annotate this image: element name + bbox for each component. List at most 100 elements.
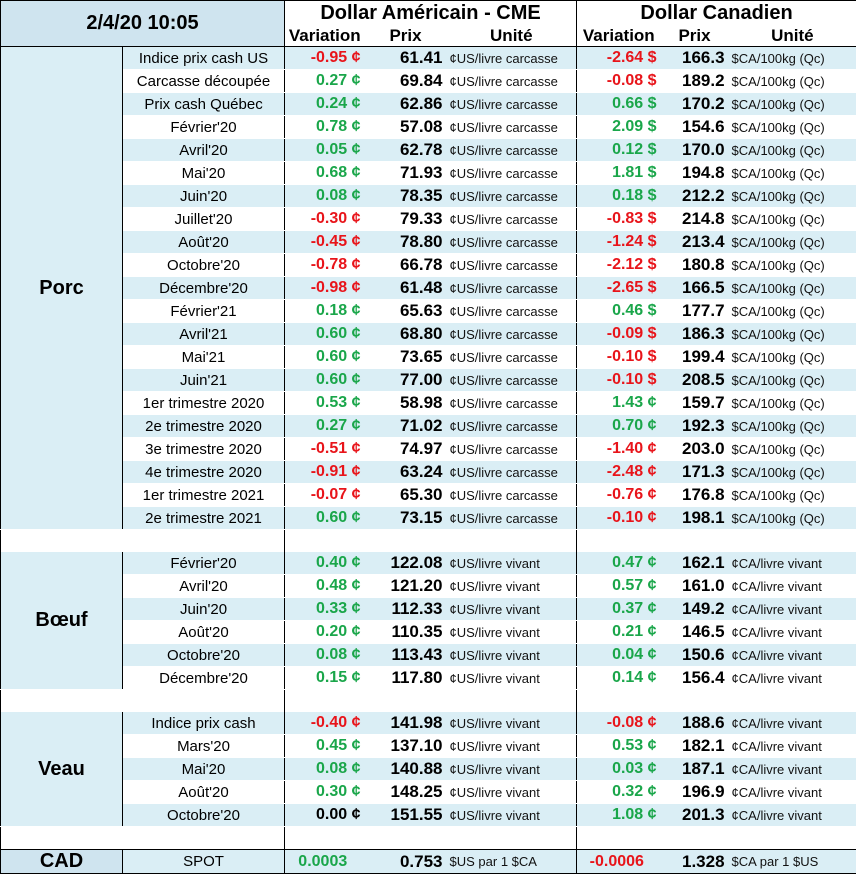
cad-unit: $CA/100kg (Qc) <box>728 92 856 116</box>
cad-price: 180.8 <box>660 253 729 277</box>
row-label: Juin'21 <box>122 368 285 392</box>
cad-price: 146.5 <box>660 620 729 644</box>
cad-price: 208.5 <box>660 368 729 392</box>
usd-variation: 0.0003 <box>284 849 365 874</box>
cad-unit: $CA/100kg (Qc) <box>728 46 856 70</box>
cad-price: 166.5 <box>660 276 729 300</box>
cad-unit: $CA/100kg (Qc) <box>728 184 856 208</box>
usd-unit: ¢US/livre vivant <box>446 574 578 598</box>
usd-price: 62.78 <box>364 138 447 162</box>
cad-unit: ¢CA/livre vivant <box>728 757 856 781</box>
usd-variation: 0.68 ¢ <box>284 161 365 185</box>
cad-variation: -0.10 ¢ <box>576 506 661 530</box>
row-label: Mars'20 <box>122 734 285 758</box>
separator-cell <box>576 826 856 850</box>
usd-unit: ¢US/livre vivant <box>446 552 578 575</box>
row-label: Octobre'20 <box>122 643 285 667</box>
cad-unit: ¢CA/livre vivant <box>728 780 856 804</box>
usd-unit: ¢US/livre carcasse <box>446 506 578 530</box>
cad-price: 159.7 <box>660 391 729 415</box>
usd-variation: 0.24 ¢ <box>284 92 365 116</box>
usd-variation: 0.60 ¢ <box>284 322 365 346</box>
usd-price: 63.24 <box>364 460 447 484</box>
row-label: Mai'20 <box>122 757 285 781</box>
usd-price: 140.88 <box>364 757 447 781</box>
table-row: 4e trimestre 2020 -0.91 ¢ 63.24 ¢US/livre c… <box>1 460 856 484</box>
separator-cell <box>0 826 123 850</box>
cad-price: 176.8 <box>660 483 729 507</box>
cad-variation: 0.21 ¢ <box>576 620 661 644</box>
cad-variation: 0.03 ¢ <box>576 757 661 781</box>
row-label: 4e trimestre 2020 <box>122 460 285 484</box>
cad-variation: -1.24 $ <box>576 230 661 254</box>
usd-variation: 0.08 ¢ <box>284 184 365 208</box>
cad-variation: -0.09 $ <box>576 322 661 346</box>
usd-price: 73.65 <box>364 345 447 369</box>
table-row: Février'21 0.18 ¢ 65.63 ¢US/livre carcasse 0… <box>1 299 856 323</box>
row-label: Février'21 <box>122 299 285 323</box>
row-label: Carcasse découpée <box>122 69 285 93</box>
row-label: Mai'20 <box>122 161 285 185</box>
usd-variation: 0.18 ¢ <box>284 299 365 323</box>
cad-unit-header: Unité <box>728 25 856 47</box>
table-row: Août'20 -0.45 ¢ 78.80 ¢US/livre carcasse -1.… <box>1 230 856 254</box>
cad-unit: $CA par 1 $US <box>728 849 856 874</box>
cad-price: 177.7 <box>660 299 729 323</box>
cad-unit: $CA/100kg (Qc) <box>728 391 856 415</box>
cad-unit: $CA/100kg (Qc) <box>728 161 856 185</box>
cad-price: 188.6 <box>660 712 729 735</box>
section-label: Porc <box>0 46 123 530</box>
usd-unit-header: Unité <box>446 25 578 47</box>
separator-cell <box>284 529 578 552</box>
usd-unit: ¢US/livre carcasse <box>446 414 578 438</box>
cad-price: 150.6 <box>660 643 729 667</box>
usd-variation: 0.60 ¢ <box>284 368 365 392</box>
cad-unit: ¢CA/livre vivant <box>728 712 856 735</box>
usd-price: 110.35 <box>364 620 447 644</box>
usd-price: 151.55 <box>364 803 447 827</box>
usd-unit: ¢US/livre vivant <box>446 757 578 781</box>
separator-row <box>0 826 856 850</box>
usd-variation: 0.27 ¢ <box>284 69 365 93</box>
cad-variation: 0.37 ¢ <box>576 597 661 621</box>
cad-unit: $CA/100kg (Qc) <box>728 506 856 530</box>
row-label: Avril'21 <box>122 322 285 346</box>
cad-variation: 0.53 ¢ <box>576 734 661 758</box>
cad-variation: 0.47 ¢ <box>576 552 661 575</box>
separator-cell <box>122 689 286 712</box>
row-label: Octobre'20 <box>122 253 285 277</box>
cad-price: 186.3 <box>660 322 729 346</box>
usd-price: 117.80 <box>364 666 447 690</box>
table-row: Octobre'20 0.08 ¢ 113.43 ¢US/livre vivant 0.… <box>1 643 856 667</box>
usd-variation: 0.40 ¢ <box>284 552 365 575</box>
row-label: Mai'21 <box>122 345 285 369</box>
table-row: Mai'21 0.60 ¢ 73.65 ¢US/livre carcasse -0.10… <box>1 345 856 369</box>
separator-cell <box>576 689 856 712</box>
usd-price: 78.80 <box>364 230 447 254</box>
cad-unit: ¢CA/livre vivant <box>728 597 856 621</box>
usd-variation: -0.95 ¢ <box>284 46 365 70</box>
cad-unit: ¢CA/livre vivant <box>728 552 856 575</box>
cad-unit: $CA/100kg (Qc) <box>728 230 856 254</box>
cad-variation: 1.08 ¢ <box>576 803 661 827</box>
cad-price: 201.3 <box>660 803 729 827</box>
cad-unit: $CA/100kg (Qc) <box>728 322 856 346</box>
row-label: 1er trimestre 2020 <box>122 391 285 415</box>
usd-variation-header: Variation <box>284 25 365 47</box>
usd-price: 66.78 <box>364 253 447 277</box>
usd-variation: -0.91 ¢ <box>284 460 365 484</box>
table-row: Porc Indice prix cash US -0.95 ¢ 61.41 ¢US/l… <box>0 46 856 530</box>
usd-price: 74.97 <box>364 437 447 461</box>
cad-price: 182.1 <box>660 734 729 758</box>
usd-price: 65.63 <box>364 299 447 323</box>
usd-price: 71.93 <box>364 161 447 185</box>
usd-unit: ¢US/livre carcasse <box>446 483 578 507</box>
table-row: Juin'20 0.33 ¢ 112.33 ¢US/livre vivant 0.37 … <box>1 597 856 621</box>
cad-variation: -0.10 $ <box>576 345 661 369</box>
usd-price: 68.80 <box>364 322 447 346</box>
cad-unit: $CA/100kg (Qc) <box>728 69 856 93</box>
usd-variation: 0.00 ¢ <box>284 803 365 827</box>
cad-variation: 1.43 ¢ <box>576 391 661 415</box>
row-label: Juin'20 <box>122 184 285 208</box>
cad-unit: $CA/100kg (Qc) <box>728 253 856 277</box>
